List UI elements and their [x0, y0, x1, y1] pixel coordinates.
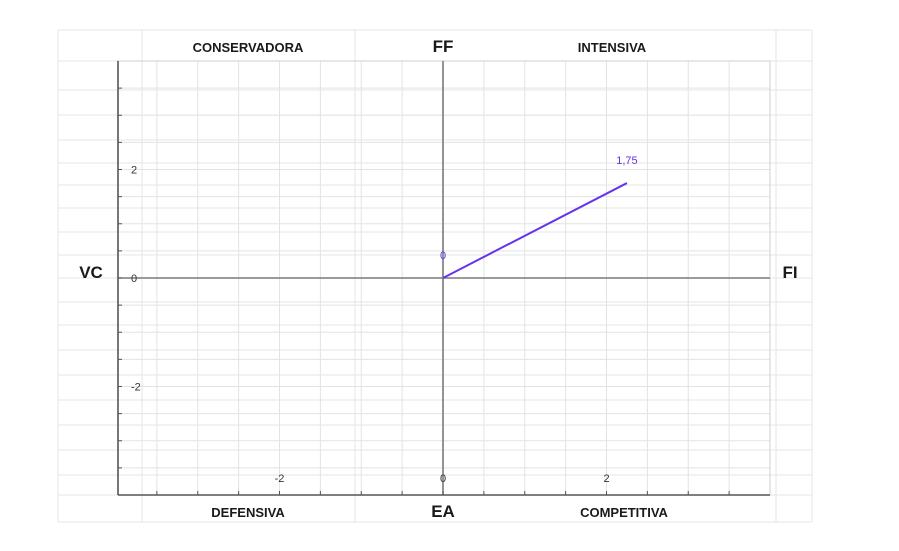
y-tick-label: -2	[131, 382, 141, 394]
data-point-label: 0	[440, 250, 446, 262]
y-tick-label: 2	[131, 165, 137, 177]
x-tick-label: 2	[603, 473, 609, 485]
quadrant-label-top-left: CONSERVADORA	[193, 40, 304, 55]
quadrant-label-bottom-left: DEFENSIVA	[211, 505, 285, 520]
axis-name-bottom: EA	[431, 502, 455, 521]
y-tick-label: 0	[131, 273, 137, 285]
data-series: 01,75	[440, 155, 638, 279]
x-tick-label: 0	[440, 473, 446, 485]
quadrant-label-top-right: INTENSIVA	[578, 40, 647, 55]
tick-labels: -2 0 2 2 0 -2	[131, 165, 610, 486]
axis-name-right: FI	[782, 263, 797, 282]
x-tick-label: -2	[275, 473, 285, 485]
series-line	[442, 182, 628, 279]
quadrant-label-bottom-right: COMPETITIVA	[580, 505, 668, 520]
background-grid	[57, 29, 813, 523]
data-point-label: 1,75	[616, 155, 637, 167]
axis-name-left: VC	[79, 263, 103, 282]
axis-name-top: FF	[433, 37, 454, 56]
